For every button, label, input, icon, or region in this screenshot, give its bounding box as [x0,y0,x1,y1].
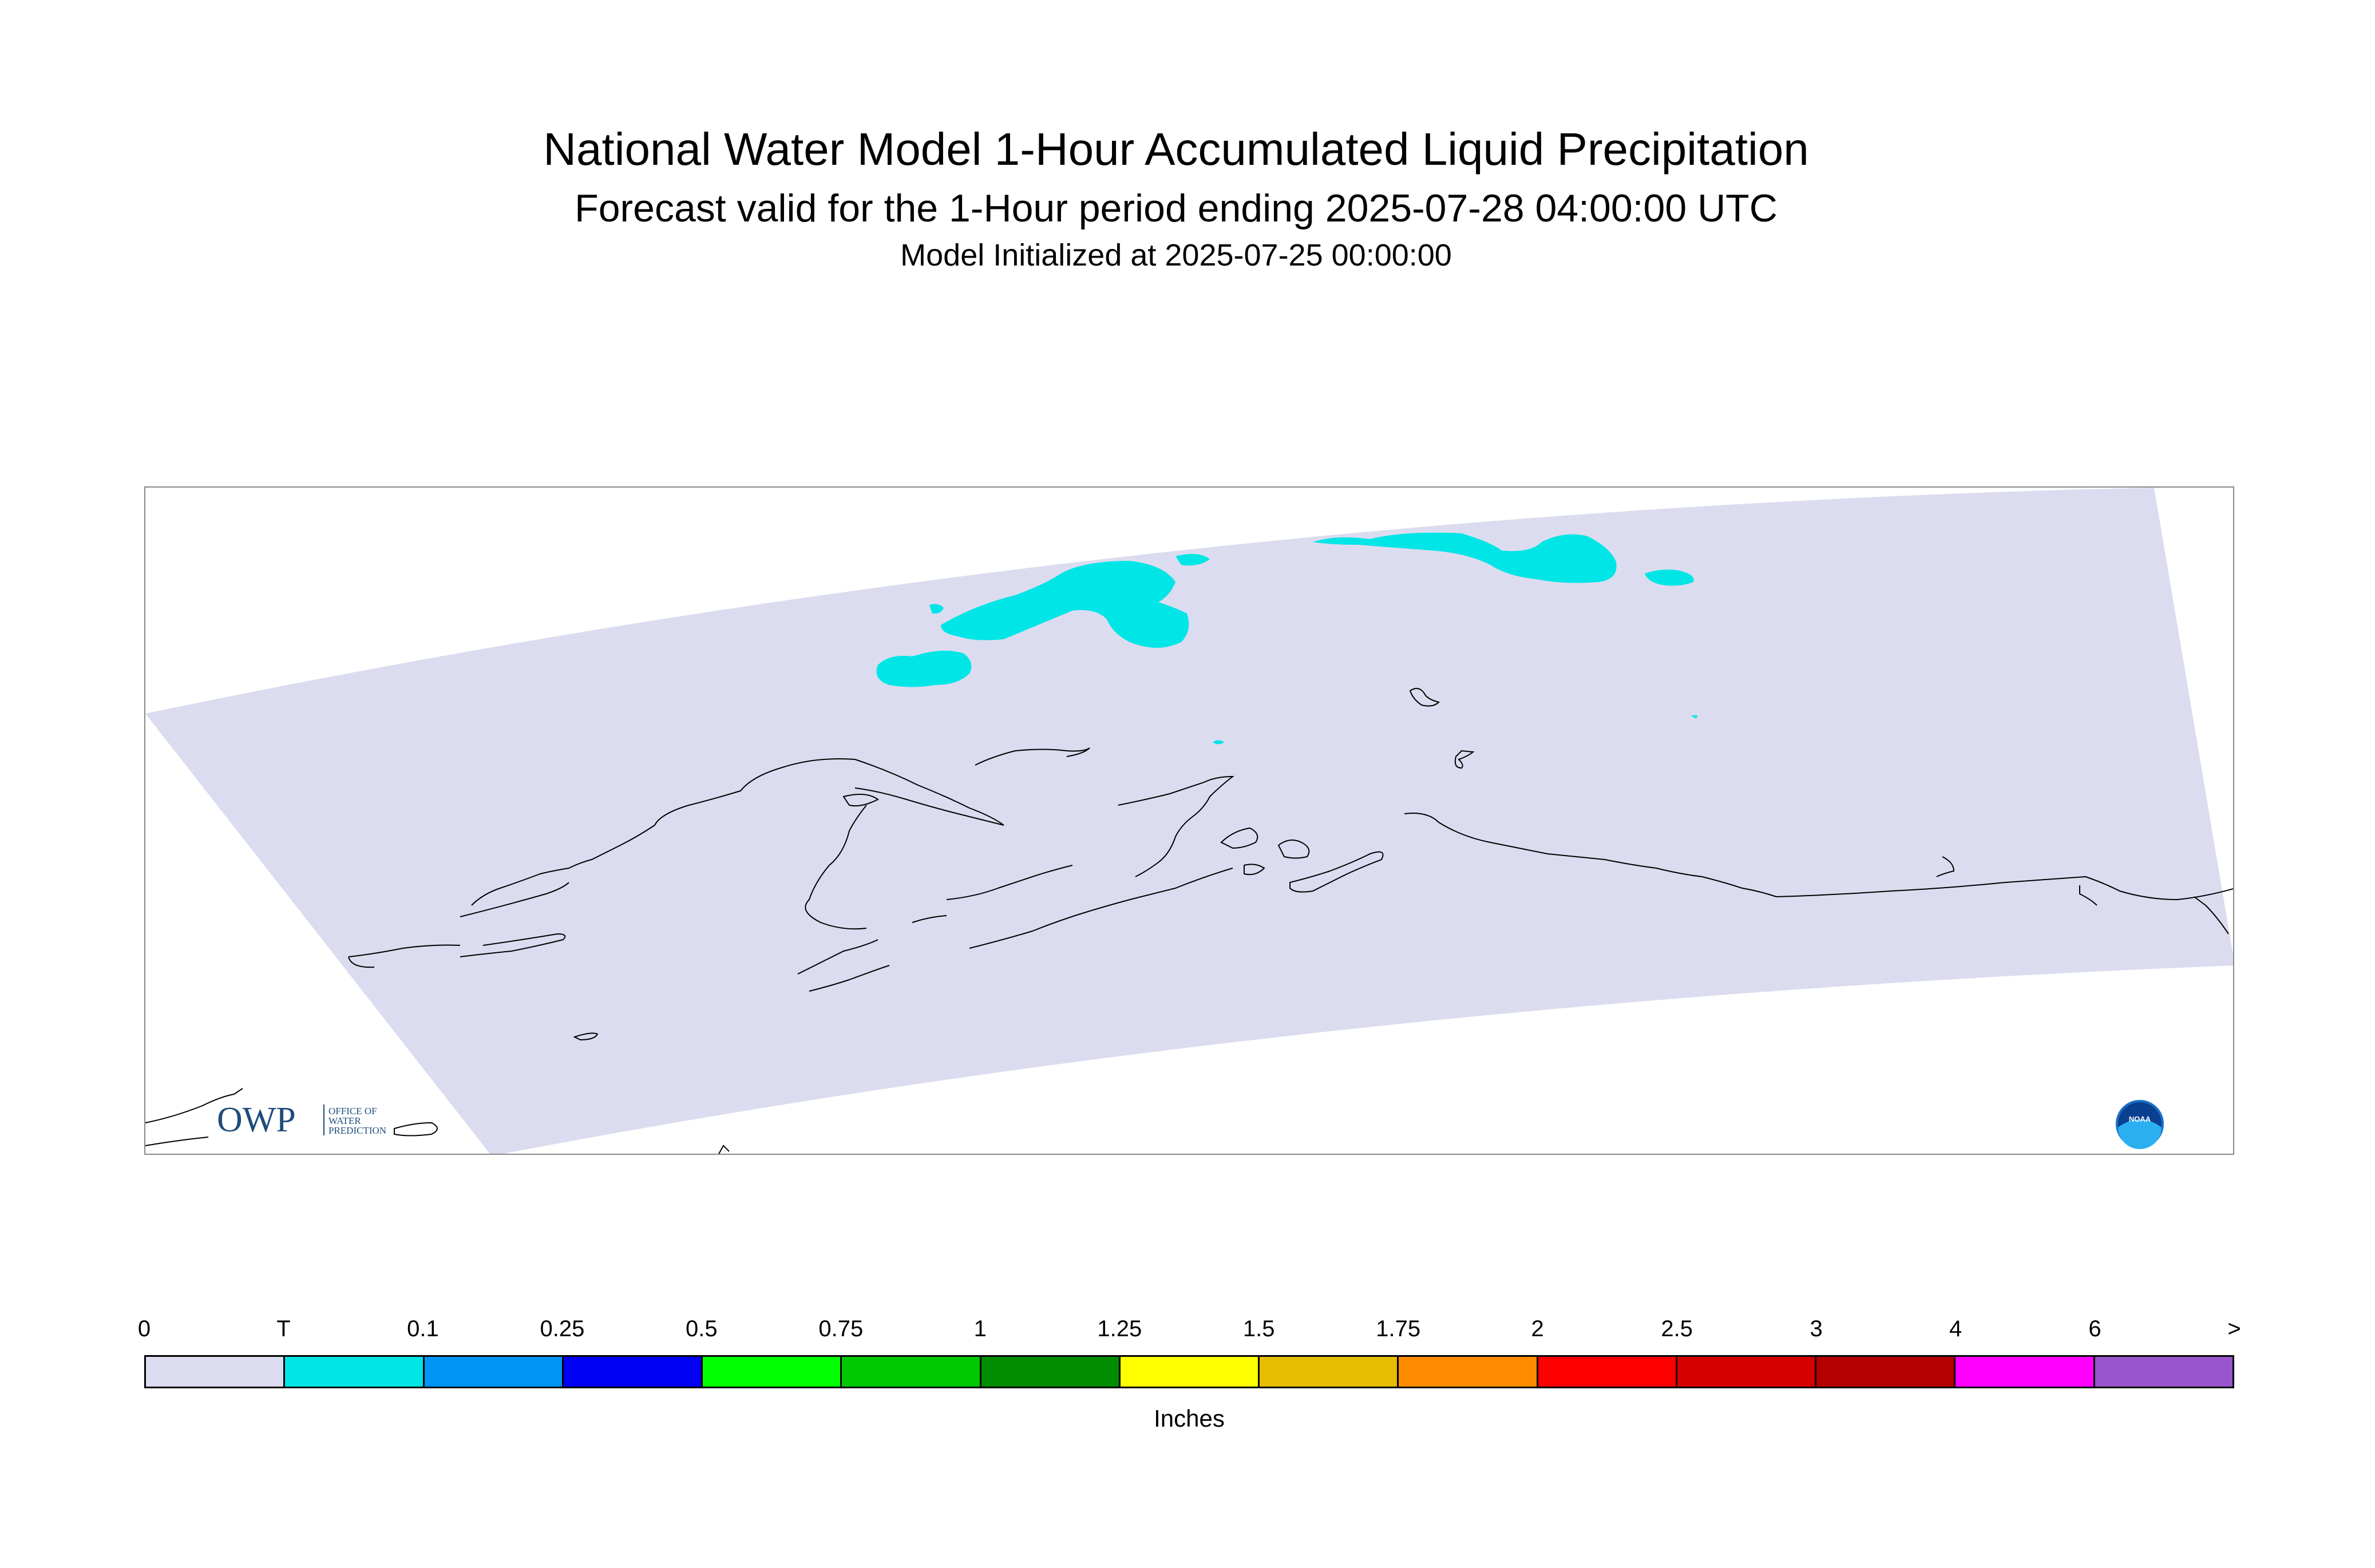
owp-logo: OWP OFFICE OF WATER PREDICTION [217,1100,386,1139]
precip-areas [876,532,1697,745]
legend-swatch [1399,1357,1538,1387]
legend-swatch [1677,1357,1817,1387]
map-title: National Water Model 1-Hour Accumulated … [543,124,1809,175]
legend-tick-label: 0 [137,1316,151,1341]
model-domain [145,488,2233,1154]
legend-tick-label: 0.25 [540,1316,585,1341]
legend-tick-label: 1.25 [1097,1316,1142,1341]
legend-swatch [1816,1357,1956,1387]
legend-swatch [563,1357,703,1387]
legend-tick-label: T [276,1316,291,1341]
legend-tick-label: 0.5 [686,1316,718,1341]
legend-tick-label: 1.5 [1242,1316,1275,1341]
legend-tick-label: 0.1 [407,1316,439,1341]
owp-logo-line1: OFFICE OF [328,1106,377,1116]
legend-swatch [1120,1357,1260,1387]
legend-swatch [424,1357,564,1387]
legend-units: Inches [1154,1405,1225,1432]
legend-swatch [981,1357,1121,1387]
legend-swatch [146,1357,286,1387]
map-canvas: OWP OFFICE OF WATER PREDICTION NOAA [145,488,2233,1154]
legend-tick-labels: 0 T 0.1 0.25 0.5 0.75 1 1.25 1.5 1.75 2 2.5 3 4 6 > [138,1316,2241,1345]
legend-swatch [285,1357,425,1387]
noaa-logo: NOAA [2116,1100,2164,1149]
legend-tick-label: 2 [1531,1316,1544,1341]
model-init-time: Model Initialized at 2025-07-25 00:00:00 [900,238,1452,272]
owp-logo-line2: WATER [328,1115,361,1126]
legend-tick-label: 1 [973,1316,987,1341]
legend-colorbar [144,1355,2234,1388]
coastlines [145,688,2233,1154]
legend-swatch [1260,1357,1399,1387]
legend-tick-label: 4 [1949,1316,1962,1341]
legend-tick-label: 1.75 [1376,1316,1421,1341]
legend-tick-label: 6 [2088,1316,2101,1341]
legend-swatch [842,1357,981,1387]
legend-tick-label: > [2227,1316,2241,1341]
legend-tick-label: 0.75 [818,1316,864,1341]
legend-swatch [1956,1357,2095,1387]
owp-logo-mark: OWP [217,1100,296,1139]
legend-swatch [1538,1357,1677,1387]
legend-swatch [703,1357,842,1387]
legend-swatch [2095,1357,2232,1387]
map-panel: OWP OFFICE OF WATER PREDICTION NOAA [144,486,2234,1155]
legend-tick-label: 3 [1810,1316,1823,1341]
map-subtitle: Forecast valid for the 1-Hour period end… [575,187,1778,230]
noaa-logo-mark: NOAA [2129,1115,2151,1123]
owp-logo-line3: PREDICTION [328,1125,386,1136]
legend-tick-label: 2.5 [1661,1316,1693,1341]
